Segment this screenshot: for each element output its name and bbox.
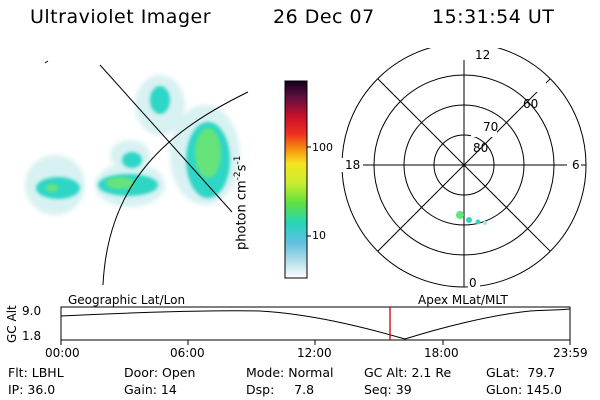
time-tick-0: 00:00 — [45, 346, 80, 360]
info-door: Door: Open — [124, 365, 196, 380]
mlt-label-0: 0 — [469, 276, 477, 290]
mlt-label-6: 6 — [572, 158, 580, 172]
time-tick-3: 18:00 — [424, 346, 459, 360]
aurora-bright-region — [46, 128, 221, 192]
info-gc-alt: GC Alt: 2.1 Re — [364, 365, 452, 380]
polar-aurora-spots — [456, 211, 487, 225]
geographic-image — [25, 60, 249, 286]
geographic-label: Geographic Lat/Lon — [68, 293, 186, 307]
mlt-label-18: 18 — [345, 158, 361, 172]
altitude-curve — [60, 308, 571, 340]
observation-date: 26 Dec 07 — [273, 6, 375, 28]
colorbar-tick-10: 10 — [312, 229, 326, 242]
time-tick-2: 12:00 — [297, 346, 332, 360]
info-filter: Flt: LBHL — [8, 365, 64, 380]
mlt-label-12: 12 — [475, 48, 491, 62]
gc-alt-max: 9.0 — [22, 304, 42, 318]
mlat-label-70: 70 — [483, 120, 499, 134]
info-gain: Gain: 14 — [124, 382, 177, 397]
geo-grid-curve — [102, 91, 249, 286]
apex-label: Apex MLat/MLT — [418, 293, 508, 307]
altitude-timeline — [60, 306, 571, 345]
info-seq: Seq: 39 — [364, 382, 412, 397]
info-glon: GLon: 145.0 — [486, 382, 562, 397]
gc-alt-min: 1.8 — [22, 329, 42, 343]
info-mode: Mode: Normal — [246, 365, 334, 380]
info-glat: GLat: 79.7 — [486, 365, 556, 380]
observation-time: 15:31:54 UT — [432, 6, 555, 28]
gc-alt-axis-label: GC Alt — [5, 305, 19, 343]
info-ip: IP: 36.0 — [8, 382, 56, 397]
mlat-label-60: 60 — [523, 97, 539, 111]
instrument-title: Ultraviolet Imager — [30, 6, 212, 28]
info-dsp: Dsp: 7.8 — [246, 382, 315, 397]
mlat-label-80: 80 — [473, 141, 489, 155]
time-tick-1: 06:00 — [170, 346, 205, 360]
time-tick-4: 23:59 — [553, 346, 588, 360]
colorbar-label: photon cm-2s-1 — [233, 155, 250, 250]
polar-mlt-plot — [341, 48, 587, 290]
geo-grid-line — [99, 64, 233, 213]
colorbar-tick-100: 100 — [312, 141, 333, 154]
colorbar — [284, 80, 311, 279]
